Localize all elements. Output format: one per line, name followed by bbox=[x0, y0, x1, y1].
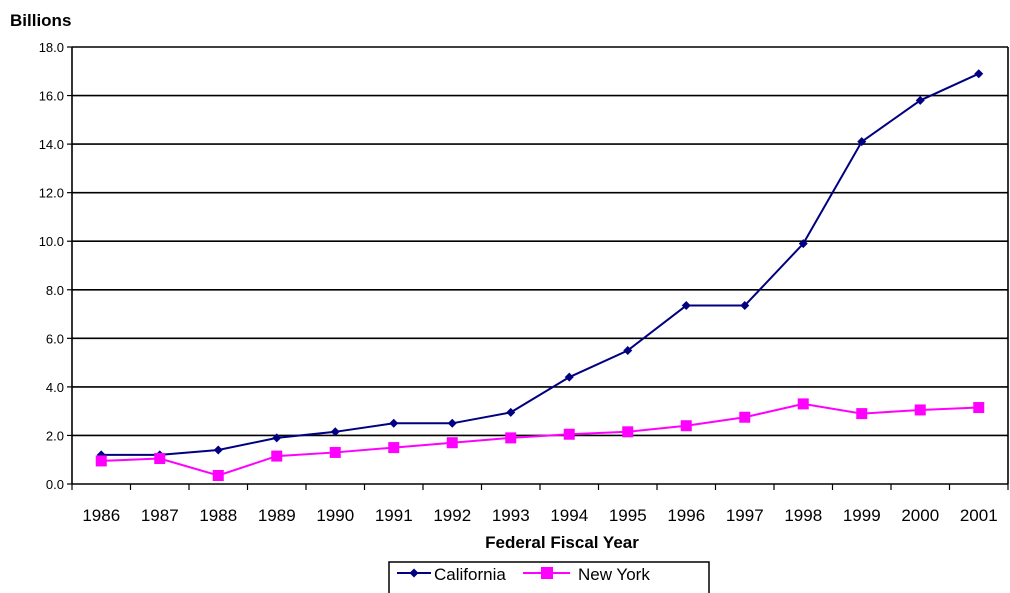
data-point bbox=[797, 398, 809, 410]
data-point bbox=[213, 445, 223, 455]
y-tick-label: 4.0 bbox=[46, 380, 64, 395]
data-point bbox=[563, 428, 575, 440]
data-point bbox=[154, 453, 166, 465]
data-point bbox=[739, 411, 751, 423]
x-tick-label: 1986 bbox=[82, 506, 120, 525]
x-tick-label: 1990 bbox=[316, 506, 354, 525]
x-tick-label: 1987 bbox=[141, 506, 179, 525]
data-point bbox=[389, 418, 399, 428]
y-tick-label: 0.0 bbox=[46, 477, 64, 492]
x-tick-label: 1999 bbox=[843, 506, 881, 525]
x-tick-label: 1996 bbox=[667, 506, 705, 525]
x-tick-labels: 1986 1987 1988 1989 1990 1991 1992 1993 1994 1995… bbox=[82, 506, 997, 525]
data-point bbox=[974, 69, 984, 79]
x-tick-label: 2000 bbox=[901, 506, 939, 525]
data-point bbox=[856, 408, 868, 420]
series-line-california bbox=[101, 72, 980, 456]
x-tick-label: 1994 bbox=[550, 506, 588, 525]
x-tick-label: 1991 bbox=[375, 506, 413, 525]
y-tick-labels: 0.0 2.0 4.0 6.0 8.0 10.0 12.0 14.0 16.0 18.0 bbox=[39, 40, 64, 492]
data-point bbox=[680, 420, 692, 432]
data-point bbox=[740, 301, 750, 311]
data-point bbox=[506, 407, 516, 417]
y-tick-label: 2.0 bbox=[46, 428, 64, 443]
legend-label-california: California bbox=[434, 565, 506, 584]
x-axis-title: Federal Fiscal Year bbox=[485, 533, 639, 552]
data-point bbox=[973, 402, 985, 414]
x-tick-label: 1992 bbox=[433, 506, 471, 525]
x-tick-label: 1998 bbox=[784, 506, 822, 525]
data-point bbox=[915, 95, 925, 105]
x-tick-label: 1995 bbox=[609, 506, 647, 525]
y-tick-label: 14.0 bbox=[39, 137, 64, 152]
legend-label-new-york: New York bbox=[578, 565, 650, 584]
y-tick-label: 10.0 bbox=[39, 234, 64, 249]
data-point bbox=[914, 404, 926, 416]
data-point bbox=[329, 446, 341, 458]
axes bbox=[67, 46, 1009, 490]
series-group bbox=[95, 69, 985, 482]
data-point bbox=[388, 442, 400, 454]
legend-marker-new-york bbox=[541, 567, 553, 579]
data-point bbox=[212, 470, 224, 482]
series-line-new-york bbox=[101, 402, 979, 477]
y-axis-title: Billions bbox=[10, 11, 71, 30]
data-point bbox=[272, 433, 282, 443]
data-point bbox=[681, 301, 691, 311]
data-point bbox=[330, 427, 340, 437]
data-point bbox=[623, 345, 633, 355]
data-point bbox=[95, 455, 107, 467]
y-tick-label: 6.0 bbox=[46, 331, 64, 346]
data-point bbox=[447, 418, 457, 428]
data-point bbox=[271, 450, 283, 462]
x-tick-label: 1993 bbox=[492, 506, 530, 525]
x-tick-label: 1997 bbox=[726, 506, 764, 525]
data-point bbox=[622, 426, 634, 438]
x-tick-label: 2001 bbox=[960, 506, 998, 525]
x-tick-label: 1989 bbox=[258, 506, 296, 525]
legend: California New York bbox=[388, 561, 710, 593]
grid-lines bbox=[72, 46, 1008, 437]
y-tick-label: 16.0 bbox=[39, 89, 64, 104]
y-tick-label: 8.0 bbox=[46, 283, 64, 298]
data-point bbox=[446, 437, 458, 449]
data-point bbox=[505, 432, 517, 444]
data-point bbox=[564, 372, 574, 382]
data-point bbox=[798, 239, 808, 249]
x-tick-label: 1988 bbox=[199, 506, 237, 525]
y-tick-label: 12.0 bbox=[39, 186, 64, 201]
data-point bbox=[857, 137, 867, 147]
legend-marker-california bbox=[409, 568, 419, 578]
y-tick-label: 18.0 bbox=[39, 40, 64, 55]
